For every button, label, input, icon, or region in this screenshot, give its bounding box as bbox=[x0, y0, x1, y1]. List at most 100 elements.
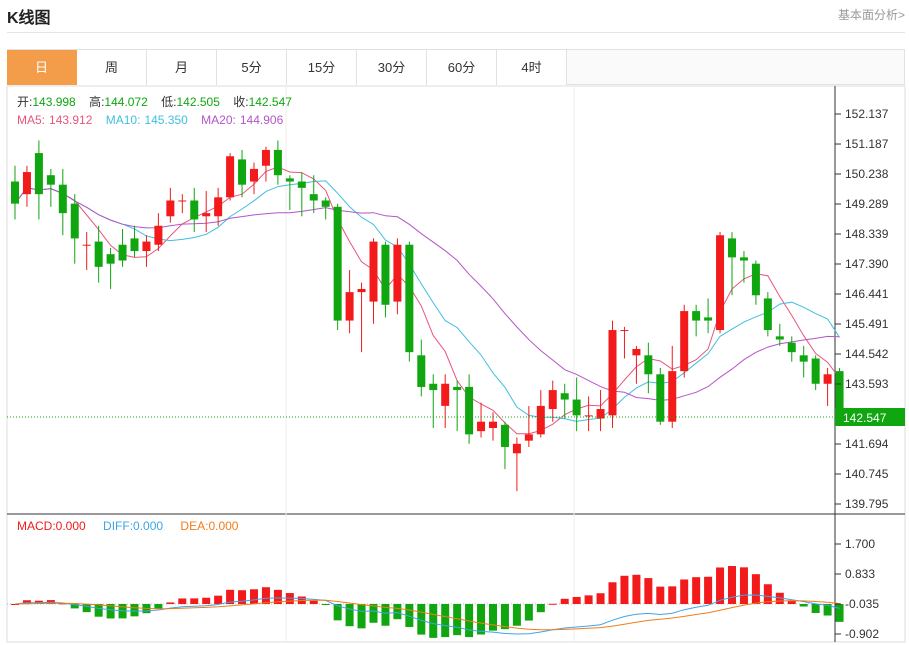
candlesticks bbox=[11, 140, 844, 492]
macd-bar-up bbox=[261, 587, 270, 605]
candle-down bbox=[429, 383, 438, 391]
candle-up bbox=[668, 371, 677, 422]
candle-down bbox=[11, 181, 19, 204]
candle-down bbox=[644, 355, 653, 375]
candle-down bbox=[739, 257, 748, 261]
candle-up bbox=[261, 149, 270, 166]
macd-bar-down bbox=[489, 604, 497, 631]
price-tick-label: 144.542 bbox=[845, 347, 889, 361]
macd-bar-down bbox=[453, 604, 462, 636]
macd-axis-labels: 1.700 0.833 -0.035 -0.902 bbox=[835, 537, 879, 641]
macd-bar-up bbox=[584, 595, 593, 605]
candle-down bbox=[94, 241, 103, 267]
candle-up bbox=[716, 235, 725, 331]
candle-up bbox=[632, 349, 641, 356]
macd-bar-up bbox=[572, 596, 581, 605]
candle-down bbox=[285, 178, 294, 182]
tab-30min[interactable]: 30分 bbox=[357, 50, 427, 85]
macd-lines bbox=[14, 594, 840, 635]
tab-month[interactable]: 月 bbox=[147, 50, 217, 85]
ma5-line bbox=[14, 166, 840, 435]
ma20-line bbox=[14, 187, 840, 401]
macd-bar-down bbox=[82, 604, 91, 613]
ma5-label: MA5: bbox=[17, 113, 45, 127]
candle-down bbox=[417, 355, 426, 387]
macd-tick-label: -0.035 bbox=[845, 597, 879, 611]
macd-bar-down bbox=[94, 604, 103, 617]
ma10-label: MA10: bbox=[106, 113, 141, 127]
price-tick-label: 141.694 bbox=[845, 437, 889, 451]
candle-down bbox=[70, 203, 79, 239]
tab-day[interactable]: 日 bbox=[7, 50, 77, 85]
candle-down bbox=[58, 184, 67, 214]
ma10-value: 145.350 bbox=[144, 113, 188, 127]
candle-down bbox=[787, 342, 796, 353]
price-tick-label: 146.441 bbox=[845, 287, 889, 301]
candle-down bbox=[106, 254, 115, 264]
diff-line bbox=[14, 594, 840, 635]
tab-week[interactable]: 周 bbox=[77, 50, 147, 85]
macd-bar-up bbox=[644, 578, 653, 605]
candle-down bbox=[321, 200, 330, 207]
macd-histogram bbox=[7, 566, 844, 638]
tab-60min[interactable]: 60分 bbox=[427, 50, 497, 85]
candle-down bbox=[500, 424, 509, 447]
macd-bar-down bbox=[500, 604, 509, 630]
macd-bar-down bbox=[106, 604, 115, 619]
candle-down bbox=[381, 244, 390, 305]
candle-up bbox=[202, 213, 211, 217]
macd-bar-up bbox=[58, 603, 67, 605]
candle-down bbox=[465, 386, 474, 435]
price-tick-label: 147.390 bbox=[845, 257, 889, 271]
macd-bar-down bbox=[417, 604, 426, 635]
macd-bar-up bbox=[548, 603, 557, 605]
macd-label: MACD: bbox=[17, 519, 56, 533]
macd-bar-down bbox=[333, 604, 342, 621]
macd-bar-down bbox=[357, 604, 366, 629]
fundamental-analysis-link[interactable]: 基本面分析> bbox=[837, 8, 905, 22]
macd-bar-up bbox=[560, 598, 569, 605]
price-tick-label: 145.491 bbox=[845, 317, 889, 331]
macd-bar-up bbox=[309, 600, 318, 605]
candle-down bbox=[333, 206, 342, 321]
candle-up bbox=[357, 288, 366, 293]
last-price-label: 142.547 bbox=[843, 411, 887, 425]
tab-5min[interactable]: 5分 bbox=[217, 50, 287, 85]
tab-15min[interactable]: 15分 bbox=[287, 50, 357, 85]
candle-down bbox=[46, 175, 55, 185]
ma20-value: 144.906 bbox=[240, 113, 284, 127]
candle-up bbox=[22, 172, 31, 195]
candle-up bbox=[477, 421, 486, 432]
dea-line bbox=[14, 599, 840, 631]
tab-4hour[interactable]: 4时 bbox=[497, 50, 567, 85]
dea-value: 0.000 bbox=[208, 519, 238, 533]
candle-down bbox=[297, 181, 306, 188]
close-value: 142.547 bbox=[249, 95, 293, 109]
header-divider bbox=[7, 32, 905, 33]
macd-bar-down bbox=[441, 604, 450, 638]
macd-bar-up bbox=[751, 574, 760, 605]
price-tick-label: 149.289 bbox=[845, 197, 889, 211]
dea-label: DEA: bbox=[180, 519, 208, 533]
candle-down bbox=[692, 311, 701, 321]
macd-bar-down bbox=[381, 604, 390, 626]
close-label: 收: bbox=[233, 95, 248, 109]
macd-bar-down bbox=[823, 604, 832, 616]
grid-lines bbox=[285, 86, 575, 642]
candle-down bbox=[656, 374, 665, 422]
macd-bar-down bbox=[477, 604, 486, 635]
price-tick-label: 143.593 bbox=[845, 377, 889, 391]
macd-bar-up bbox=[166, 602, 175, 605]
macd-bar-up bbox=[238, 590, 247, 605]
price-axis-labels: 152.137 151.187 150.238 149.289 148.339 147.3… bbox=[835, 107, 889, 511]
macd-bar-up bbox=[226, 589, 235, 605]
candle-up bbox=[166, 200, 175, 217]
candle-up bbox=[584, 415, 593, 417]
candle-down bbox=[763, 298, 772, 331]
ma10-line bbox=[14, 180, 840, 422]
candle-up bbox=[548, 390, 557, 410]
macd-bar-down bbox=[393, 604, 402, 620]
candle-down bbox=[799, 355, 808, 362]
price-tick-label: 148.339 bbox=[845, 227, 889, 241]
